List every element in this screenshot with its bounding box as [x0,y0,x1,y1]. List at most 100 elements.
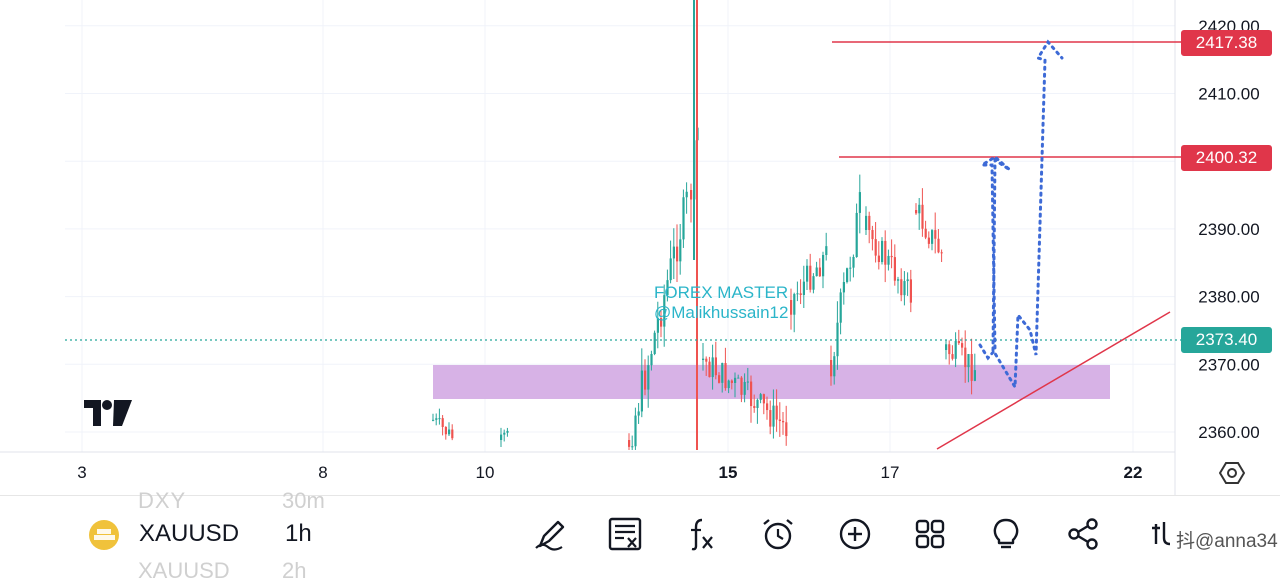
symbol-selector[interactable]: XAUUSD [139,520,240,547]
candle [931,230,934,244]
candle [822,255,825,277]
candle [893,257,896,281]
y-axis-label: 2360.00 [1198,423,1259,442]
projection-path[interactable] [976,39,1064,393]
candle [951,354,954,359]
candle [833,356,836,377]
candle [818,267,821,277]
candle [937,238,940,253]
candle [887,255,890,265]
candle [721,363,724,383]
candle [948,344,951,355]
candle [451,429,454,439]
price-label-2417: 2417.38 [1181,30,1272,56]
tradingview-logo [84,400,132,426]
candle [734,377,737,383]
layout-icon[interactable] [912,516,948,552]
candle [830,360,833,377]
candle [766,403,769,411]
candle [934,230,937,239]
candle [855,212,858,258]
replay-icon[interactable] [1146,516,1182,552]
candle [836,322,839,357]
candle [669,258,672,281]
candle [796,293,799,295]
candle [785,422,788,437]
candle [961,343,964,348]
candle [714,357,717,376]
candle [782,420,785,423]
interval-selector[interactable]: 1h [285,520,312,547]
candle [730,380,733,383]
candle [812,276,815,290]
ideas-icon[interactable] [988,516,1024,552]
candle [506,430,509,433]
y-axis-label: 2370.00 [1198,355,1259,374]
ghost-symbol-prev: DXY [138,488,187,513]
candle [881,240,884,263]
candle [846,268,849,283]
candle [740,377,743,395]
draw-icon[interactable] [532,516,568,552]
candle [815,267,818,277]
candle [877,255,880,263]
candle [809,265,812,290]
trendline[interactable] [936,311,1171,450]
candle [964,347,967,368]
candle [759,394,762,400]
candle [753,406,756,408]
candle [900,279,903,296]
candle [435,418,438,420]
news-icon[interactable] [607,516,643,552]
watermark-title: FOREX MASTER [654,283,788,302]
candle [918,204,921,214]
candle [705,358,708,362]
ghost-symbol-next: XAUUSD [138,558,230,583]
candle [799,293,802,296]
candle [438,418,441,420]
candle [865,215,868,230]
candle [444,426,447,435]
candle [945,344,948,350]
candle [874,239,877,256]
candle [724,363,727,389]
share-icon[interactable] [1065,516,1101,552]
candle [708,361,711,378]
x-axis-label: 15 [719,463,738,482]
alert-icon[interactable] [760,516,796,552]
y-axis-label: 2410.00 [1198,85,1259,104]
chart-area[interactable]: 2420.002410.002400.002390.002380.002370.… [0,0,1280,495]
candle [790,300,793,315]
price-chart[interactable]: 2420.002410.002400.002390.002380.002370.… [0,0,1280,495]
candle [647,365,650,390]
indicators-icon[interactable] [684,516,720,552]
add-icon[interactable] [837,516,873,552]
candle [500,434,503,440]
candle [868,215,871,231]
candle [727,380,730,389]
candle [441,418,444,427]
candle [656,318,659,333]
candle [640,370,643,412]
candle [927,237,930,244]
y-axis-label: 2390.00 [1198,220,1259,239]
candle [653,332,656,355]
candle [746,381,749,383]
candle [762,394,765,404]
candle [663,295,666,327]
demand-zone[interactable] [433,365,1110,399]
x-axis-label: 10 [476,463,495,482]
chart-settings-icon[interactable] [1219,460,1245,486]
candle [432,419,435,421]
candle [924,228,927,238]
candle [973,370,976,381]
candle [750,381,753,407]
candle [644,370,647,390]
candle [778,419,781,421]
candle [737,377,740,379]
candle [940,252,943,254]
candle [702,358,705,360]
candle [839,292,842,323]
candle [679,239,682,262]
candle [852,257,855,268]
